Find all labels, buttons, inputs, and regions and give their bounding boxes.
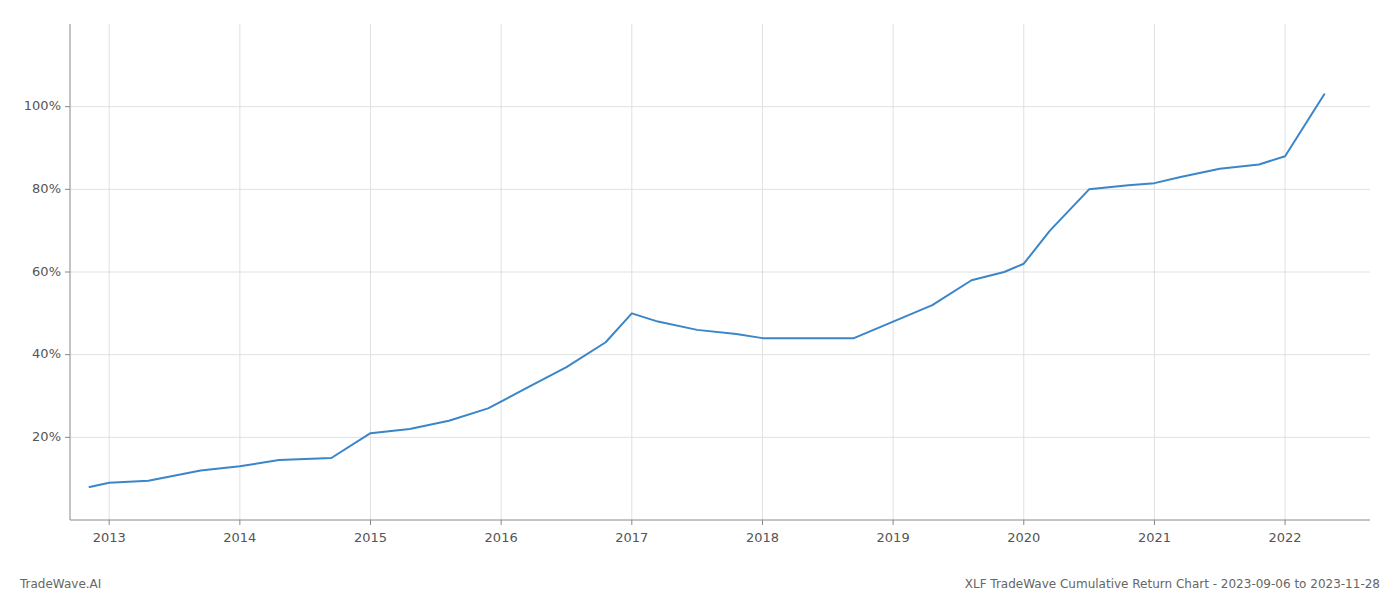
tick-label-x: 2020 bbox=[1007, 530, 1040, 545]
tick-x bbox=[1285, 520, 1286, 525]
tick-y bbox=[65, 189, 70, 190]
tick-label-x: 2022 bbox=[1269, 530, 1302, 545]
tick-x bbox=[1023, 520, 1024, 525]
tick-x bbox=[893, 520, 894, 525]
grid-line-y bbox=[70, 189, 1370, 190]
grid bbox=[70, 24, 1370, 520]
tick-label-x: 2016 bbox=[485, 530, 518, 545]
tick-label-y: 40% bbox=[32, 346, 61, 361]
axis-line-x bbox=[70, 520, 1370, 521]
tick-label-x: 2019 bbox=[877, 530, 910, 545]
tick-label-y: 80% bbox=[32, 181, 61, 196]
grid-line-x bbox=[501, 24, 502, 520]
tick-x bbox=[370, 520, 371, 525]
tick-label-x: 2021 bbox=[1138, 530, 1171, 545]
chart: 20% 40% 60% 80% 100% 2013 2014 2015 2016 2017 2018… bbox=[0, 0, 1400, 600]
grid-line-x bbox=[109, 24, 110, 520]
grid-line-y bbox=[70, 272, 1370, 273]
tick-x bbox=[762, 520, 763, 525]
grid-line-y bbox=[70, 437, 1370, 438]
footer-text: TradeWave.AI bbox=[19, 577, 101, 591]
tick-label-x: 2013 bbox=[93, 530, 126, 545]
tick-x bbox=[239, 520, 240, 525]
tick-y bbox=[65, 106, 70, 107]
footer-text: XLF TradeWave Cumulative Return Chart - … bbox=[965, 577, 1380, 591]
tick-y bbox=[65, 272, 70, 273]
tick-y bbox=[65, 354, 70, 355]
grid-line-x bbox=[1023, 24, 1024, 520]
tick-label-x: 2015 bbox=[354, 530, 387, 545]
grid-line-x bbox=[239, 24, 240, 520]
tick-label-x: 2014 bbox=[223, 530, 256, 545]
grid-line-x bbox=[1285, 24, 1286, 520]
tick-label-y: 60% bbox=[32, 264, 61, 279]
tick-label-x: 2018 bbox=[746, 530, 779, 545]
grid-line-x bbox=[762, 24, 763, 520]
tick-x bbox=[109, 520, 110, 525]
tick-label-x: 2017 bbox=[615, 530, 648, 545]
axes: 20% 40% 60% 80% 100% 2013 2014 2015 2016 2017 2018… bbox=[24, 24, 1370, 545]
grid-line-x bbox=[631, 24, 632, 520]
tick-x bbox=[501, 520, 502, 525]
tick-y bbox=[65, 437, 70, 438]
grid-line-y bbox=[70, 106, 1370, 107]
tick-x bbox=[631, 520, 632, 525]
grid-line-x bbox=[1154, 24, 1155, 520]
axis-line-y bbox=[70, 24, 71, 520]
plot-area bbox=[90, 94, 1325, 487]
grid-line-y bbox=[70, 354, 1370, 355]
data-line bbox=[90, 94, 1325, 487]
tick-label-y: 20% bbox=[32, 429, 61, 444]
grid-line-x bbox=[370, 24, 371, 520]
tick-x bbox=[1154, 520, 1155, 525]
grid-line-x bbox=[893, 24, 894, 520]
tick-label-y: 100% bbox=[24, 98, 61, 113]
